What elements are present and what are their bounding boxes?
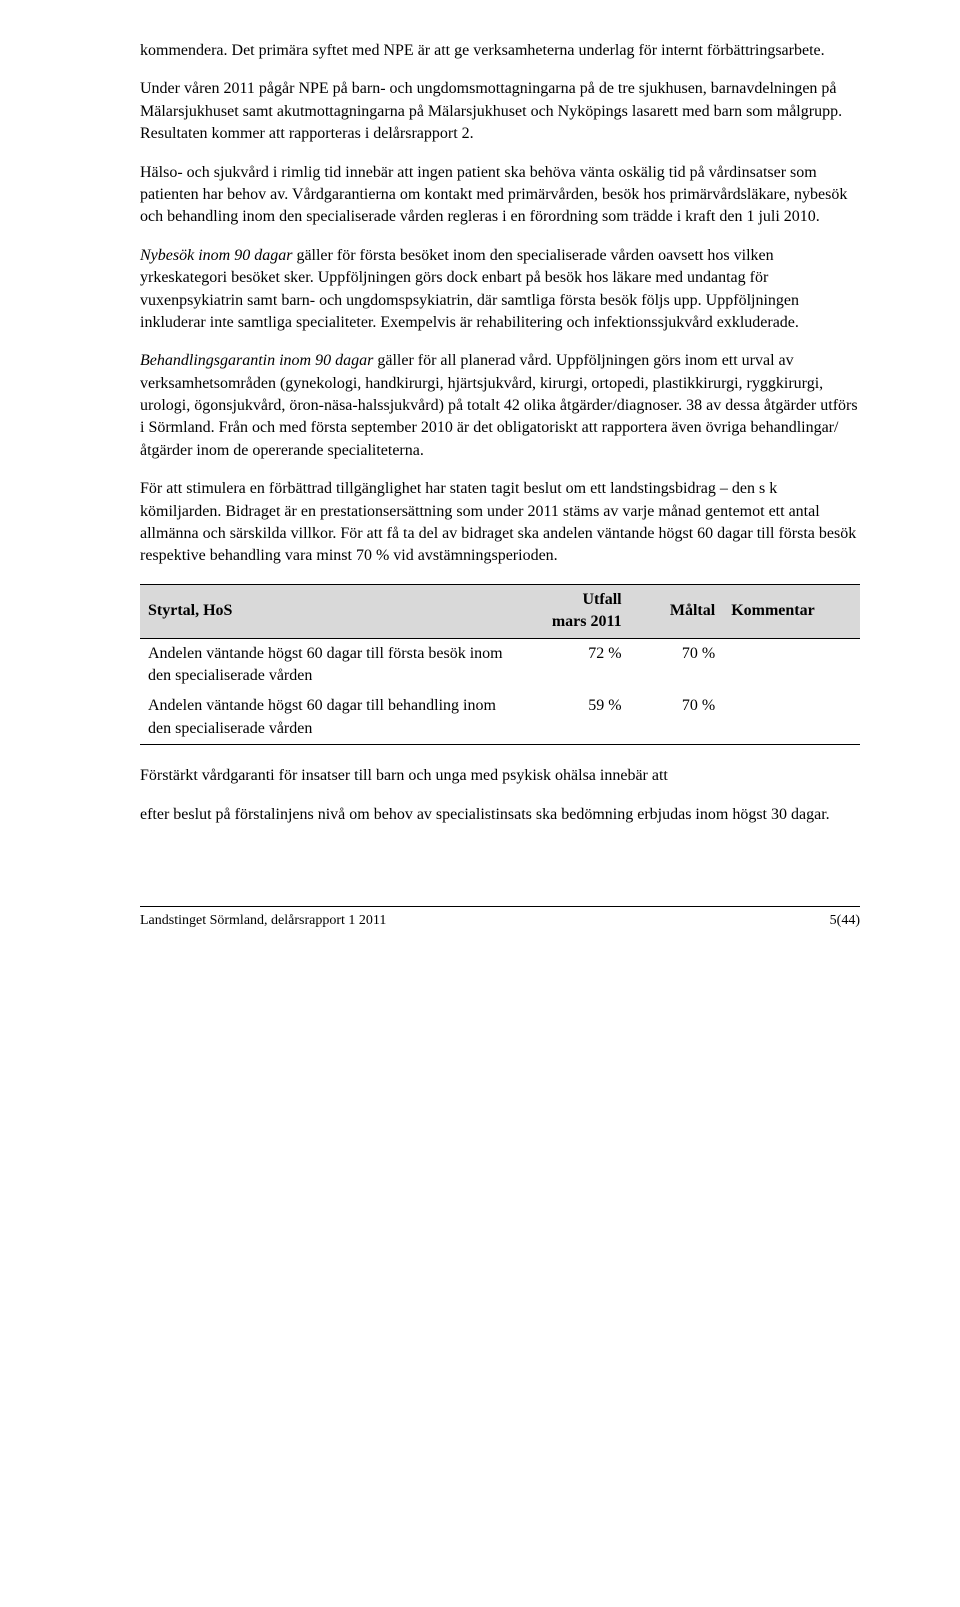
cell-label: Andelen väntande högst 60 dagar till för… xyxy=(140,638,514,691)
para5-italic: Behandlingsgarantin inom 90 dagar xyxy=(140,352,373,369)
paragraph-7: Förstärkt vårdgaranti för insatser till … xyxy=(140,765,860,787)
table-header-row: Styrtal, HoS Utfall mars 2011 Måltal Kom… xyxy=(140,584,860,638)
header-styrtal: Styrtal, HoS xyxy=(140,584,514,638)
table-row: Andelen väntande högst 60 dagar till för… xyxy=(140,638,860,691)
paragraph-4: Nybesök inom 90 dagar gäller för första … xyxy=(140,245,860,335)
table-row: Andelen väntande högst 60 dagar till beh… xyxy=(140,691,860,744)
header-kommentar: Kommentar xyxy=(723,584,860,638)
cell-label: Andelen väntande högst 60 dagar till beh… xyxy=(140,691,514,744)
paragraph-3: Hälso- och sjukvård i rimlig tid innebär… xyxy=(140,162,860,229)
footer-right: 5(44) xyxy=(830,911,860,931)
cell-kommentar xyxy=(723,638,860,691)
cell-maltal: 70 % xyxy=(630,638,724,691)
cell-utfall: 72 % xyxy=(514,638,629,691)
paragraph-8: efter beslut på förstalinjens nivå om be… xyxy=(140,804,860,826)
paragraph-2: Under våren 2011 pågår NPE på barn- och … xyxy=(140,78,860,145)
page-footer: Landstinget Sörmland, delårsrapport 1 20… xyxy=(140,906,860,931)
styrtal-table: Styrtal, HoS Utfall mars 2011 Måltal Kom… xyxy=(140,584,860,745)
header-utfall-line1: Utfall xyxy=(582,591,621,608)
footer-left: Landstinget Sörmland, delårsrapport 1 20… xyxy=(140,911,386,931)
paragraph-1: kommendera. Det primära syftet med NPE ä… xyxy=(140,40,860,62)
header-maltal: Måltal xyxy=(630,584,724,638)
para4-italic: Nybesök inom 90 dagar xyxy=(140,247,292,264)
paragraph-5: Behandlingsgarantin inom 90 dagar gäller… xyxy=(140,350,860,462)
header-utfall-line2: mars 2011 xyxy=(552,613,622,630)
paragraph-6: För att stimulera en förbättrad tillgäng… xyxy=(140,478,860,568)
cell-utfall: 59 % xyxy=(514,691,629,744)
header-utfall: Utfall mars 2011 xyxy=(514,584,629,638)
cell-maltal: 70 % xyxy=(630,691,724,744)
cell-kommentar xyxy=(723,691,860,744)
